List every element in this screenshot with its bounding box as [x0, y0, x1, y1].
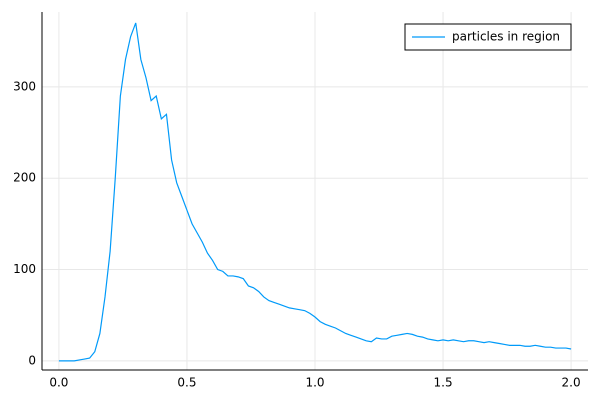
y-tick-label: 200: [13, 171, 36, 185]
y-tick-label: 100: [13, 262, 36, 276]
x-tick-label: 2.0: [562, 376, 581, 390]
x-tick-label: 1.5: [434, 376, 453, 390]
y-tick-label: 300: [13, 79, 36, 93]
line: [58, 22, 572, 362]
y-tick-label: 0: [28, 353, 36, 367]
x-tick-label: 1.0: [305, 376, 324, 390]
legend-label: particles in region: [452, 30, 560, 44]
x-tick-label: 0.0: [49, 376, 68, 390]
x-tick-label: 0.5: [177, 376, 196, 390]
